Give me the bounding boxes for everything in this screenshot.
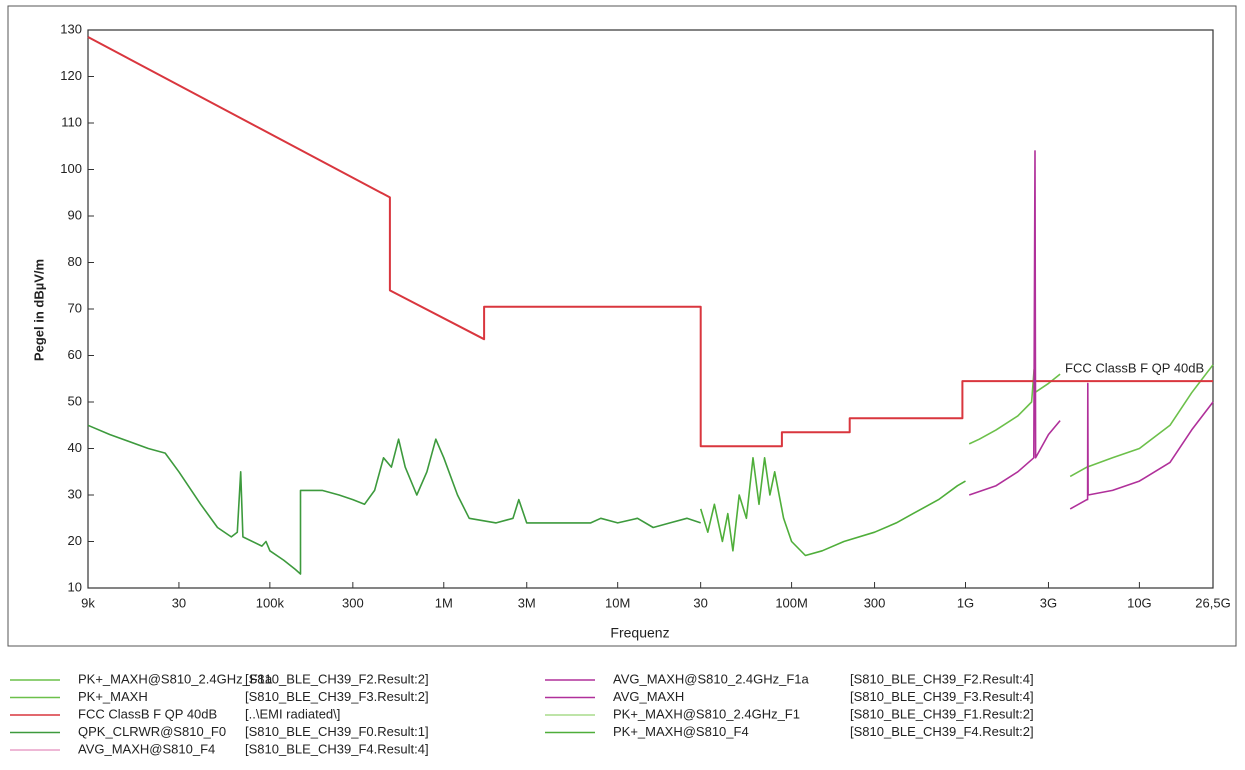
- series-line: [87, 424, 701, 575]
- x-tick-label: 1M: [435, 595, 453, 610]
- series-line: [87, 36, 1213, 448]
- legend-name: PK+_MAXH@S810_F4: [613, 724, 749, 739]
- x-tick-label: 10M: [605, 595, 630, 610]
- legend-name: FCC ClassB F QP 40dB: [78, 706, 217, 721]
- legend-name: PK+_MAXH: [78, 689, 148, 704]
- series-line: [699, 457, 966, 557]
- legend-name: PK+_MAXH@S810_2.4GHz_F1: [613, 706, 800, 721]
- series-line: [968, 368, 1061, 445]
- x-tick-label: 300: [864, 595, 886, 610]
- legend-source: [..\EMI radiated\]: [245, 706, 340, 721]
- y-tick-label: 100: [60, 161, 82, 176]
- x-tick-label: 3M: [518, 595, 536, 610]
- y-tick-label: 20: [68, 533, 82, 548]
- y-tick-label: 70: [68, 300, 82, 315]
- y-tick-label: 50: [68, 393, 82, 408]
- x-axis-label: Frequenz: [610, 625, 669, 641]
- series-line: [968, 150, 1061, 496]
- legend-source: [S810_BLE_CH39_F4.Result:2]: [850, 724, 1034, 739]
- y-tick-label: 120: [60, 68, 82, 83]
- legend-source: [S810_BLE_CH39_F2.Result:4]: [850, 671, 1034, 686]
- legend-name: AVG_MAXH@S810_F4: [78, 741, 215, 756]
- x-tick-label: 30: [693, 595, 707, 610]
- x-tick-label: 300: [342, 595, 364, 610]
- legend-source: [S810_BLE_CH39_F0.Result:1]: [245, 724, 429, 739]
- x-tick-label: 26,5G: [1195, 595, 1230, 610]
- legend-source: [S810_BLE_CH39_F2.Result:2]: [245, 671, 429, 686]
- y-tick-label: 90: [68, 207, 82, 222]
- y-tick-label: 30: [68, 486, 82, 501]
- y-tick-label: 130: [60, 21, 82, 36]
- legend-name: AVG_MAXH@S810_2.4GHz_F1a: [613, 671, 810, 686]
- frame: [7, 5, 1237, 647]
- annotation: FCC ClassB F QP 40dB: [1065, 361, 1204, 376]
- y-tick-label: 60: [68, 347, 82, 362]
- plot-area: [87, 29, 1214, 589]
- legend-name: PK+_MAXH@S810_2.4GHz_F1a: [78, 671, 273, 686]
- legend-source: [S810_BLE_CH39_F3.Result:2]: [245, 689, 429, 704]
- x-tick-label: 100M: [775, 595, 808, 610]
- x-tick-label: 100k: [256, 595, 285, 610]
- y-tick-label: 10: [68, 579, 82, 594]
- legend-source: [S810_BLE_CH39_F4.Result:4]: [245, 741, 429, 756]
- x-tick-label: 10G: [1127, 595, 1152, 610]
- legend-source: [S810_BLE_CH39_F1.Result:2]: [850, 706, 1034, 721]
- x-tick-label: 3G: [1040, 595, 1057, 610]
- x-tick-label: 9k: [81, 595, 95, 610]
- y-axis-label: Pegel in dBµV/m: [31, 259, 46, 361]
- legend-name: AVG_MAXH: [613, 689, 684, 704]
- x-tick-label: 1G: [957, 595, 974, 610]
- legend-name: QPK_CLRWR@S810_F0: [78, 724, 226, 739]
- y-tick-label: 40: [68, 440, 82, 455]
- y-tick-label: 110: [61, 114, 82, 129]
- y-tick-label: 80: [68, 254, 82, 269]
- legend-source: [S810_BLE_CH39_F3.Result:4]: [850, 689, 1034, 704]
- x-tick-label: 30: [172, 595, 186, 610]
- series-line: [1069, 382, 1214, 510]
